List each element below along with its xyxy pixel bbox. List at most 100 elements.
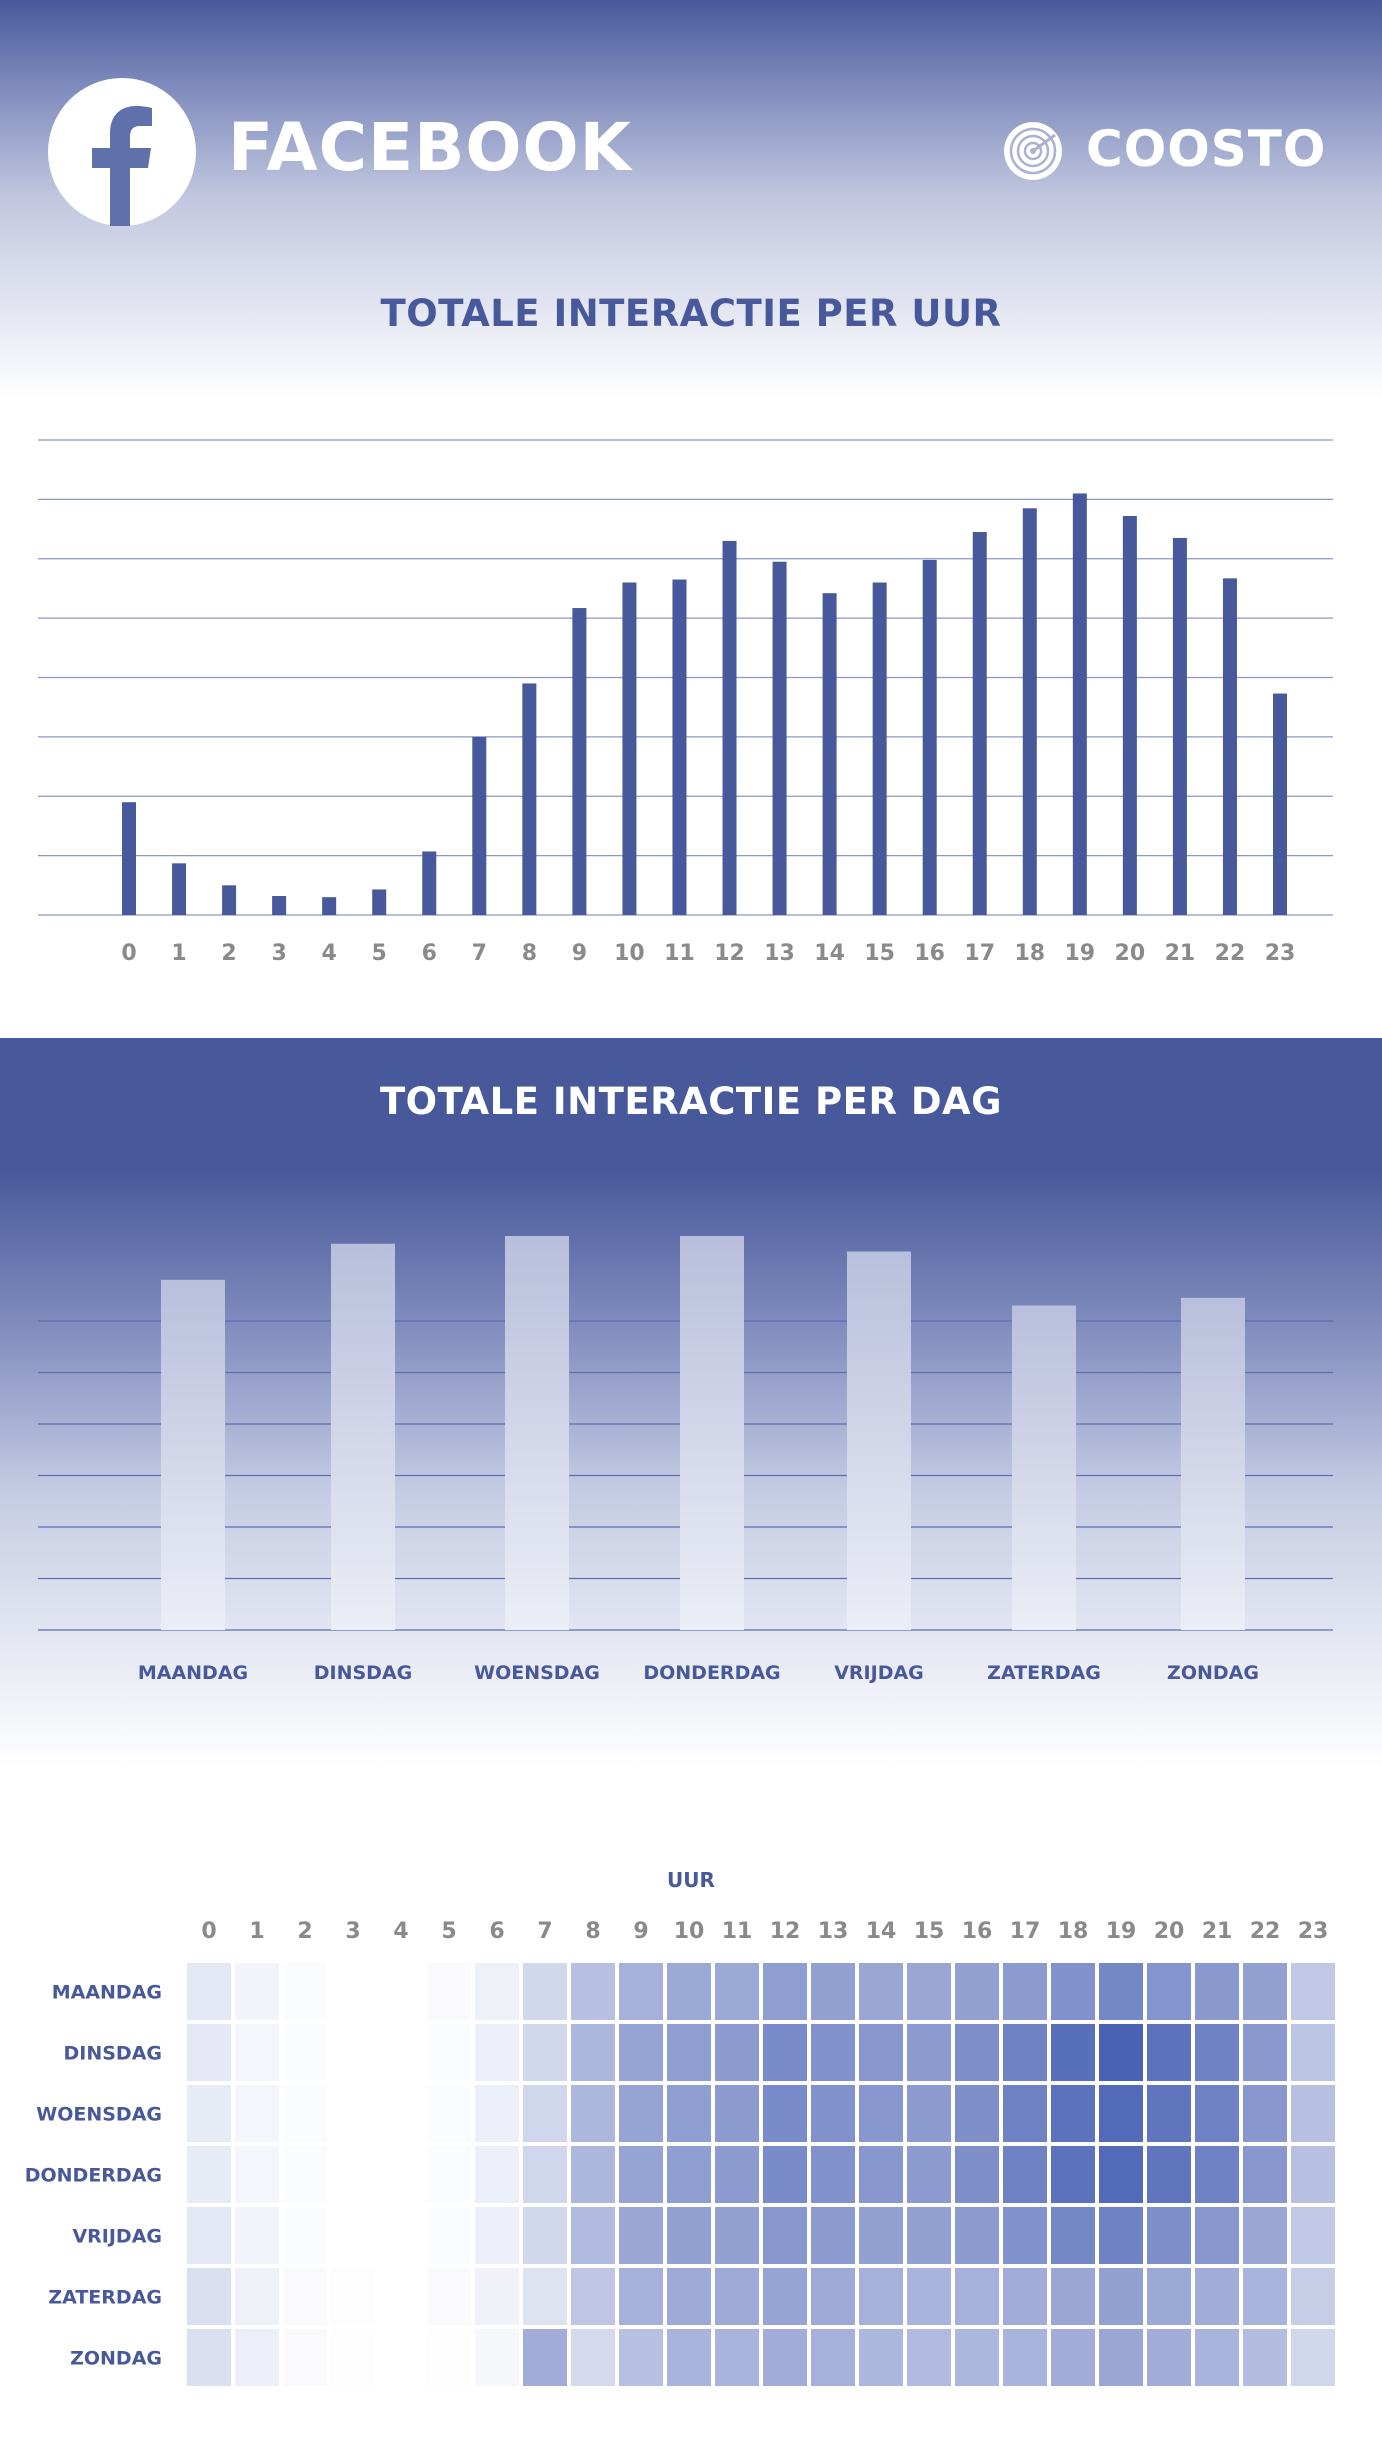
hourly-bar [222,885,237,915]
heatmap-cell [571,2207,615,2264]
heatmap-cell [667,2146,711,2203]
heatmap-cell [811,2207,855,2264]
heatmap-cell [475,2329,519,2386]
hourly-x-tick-label: 20 [1115,941,1146,966]
heatmap-hour-label: 2 [297,1919,312,1944]
heatmap-cell [1195,2268,1239,2325]
heatmap-cell [1291,2329,1335,2386]
heatmap-cell [715,2024,759,2081]
heatmap-cell [379,2085,423,2142]
heatmap-cell [331,2146,375,2203]
heatmap-cell [1051,1963,1095,2020]
heatmap-cell [955,2146,999,2203]
heatmap-cell [571,2329,615,2386]
partner-name: COOSTO [1086,120,1327,178]
daily-chart-title: TOTALE INTERACTIE PER DAG [379,1080,1003,1123]
heatmap-day-label: ZONDAG [70,2348,162,2370]
heatmap-cell [667,2268,711,2325]
heatmap-cell [811,2146,855,2203]
heatmap-cell [571,2268,615,2325]
heatmap-cell [1291,1963,1335,2020]
heatmap-cell [1243,2085,1287,2142]
heatmap-cell [811,1963,855,2020]
daily-bar [505,1236,569,1630]
daily-x-tick-label: DINSDAG [314,1662,413,1684]
heatmap-cell [715,1963,759,2020]
hourly-x-tick-label: 8 [522,941,537,966]
heatmap-cell [331,2268,375,2325]
heatmap-cell [955,2268,999,2325]
heatmap-cell [859,2329,903,2386]
heatmap-day-label: DONDERDAG [25,2165,162,2187]
heatmap-chart: UUR 0 1 2 3 4 5 6 7 8 9 10 11 12 13 14 15 16 17 18 19 20 21 22… [25,1868,1337,2388]
heatmap-cell [1051,2085,1095,2142]
heatmap-cell [1003,2268,1047,2325]
heatmap-cell [811,2329,855,2386]
heatmap-hour-label: 19 [1106,1919,1137,1944]
heatmap-cell [187,2085,231,2142]
heatmap-cell [955,2024,999,2081]
heatmap-cell [331,1963,375,2020]
hourly-bar [622,582,637,915]
heatmap-cell [331,2024,375,2081]
heatmap-cell [475,2207,519,2264]
hourly-bar [772,561,787,915]
heatmap-cell [571,2024,615,2081]
heatmap-cell [187,2268,231,2325]
heatmap-cell [379,1963,423,2020]
hourly-bar [1022,508,1037,915]
hourly-x-tick-label: 2 [221,941,236,966]
heatmap-cell [379,2268,423,2325]
heatmap-cell [475,2268,519,2325]
heatmap-cell [1243,1963,1287,2020]
heatmap-cell [523,2024,567,2081]
heatmap-cell [1099,2146,1143,2203]
heatmap-day-label: VRIJDAG [72,2226,162,2248]
heatmap-cell [715,2329,759,2386]
heatmap-hour-label: 5 [441,1919,456,1944]
heatmap-cell [619,2207,663,2264]
heatmap-cell [379,2329,423,2386]
heatmap-cell [475,1963,519,2020]
hourly-x-tick-label: 14 [814,941,845,966]
daily-bar [680,1236,744,1630]
heatmap-cell [379,2207,423,2264]
heatmap-cell [1099,2329,1143,2386]
heatmap-cell [1195,2329,1239,2386]
heatmap-hour-label: 7 [537,1919,552,1944]
heatmap-cell [427,2085,471,2142]
hourly-bar [122,802,136,915]
hourly-bar [472,736,487,915]
heatmap-hour-label: 4 [393,1919,408,1944]
heatmap-cell [859,2268,903,2325]
heatmap-cell [955,2085,999,2142]
heatmap-background [185,1961,1337,2388]
hourly-x-tick-label: 1 [171,941,186,966]
heatmap-cell [1147,2024,1191,2081]
heatmap-cell [1003,2146,1047,2203]
heatmap-cell [1051,2024,1095,2081]
heatmap-cell [763,1963,807,2020]
hourly-bar [1172,537,1187,915]
daily-x-tick-label: WOENSDAG [474,1662,600,1684]
heatmap-cell [1051,2146,1095,2203]
heatmap-cell [619,2146,663,2203]
heatmap-x-axis-label: UUR [667,1868,715,1892]
heatmap-cell [667,2085,711,2142]
heatmap-cell [427,2146,471,2203]
heatmap-cell [1003,2329,1047,2386]
coosto-logo-icon [1004,122,1062,180]
hourly-x-tick-label: 19 [1065,941,1096,966]
hourly-x-tick-label: 15 [864,941,895,966]
heatmap-cell [523,2207,567,2264]
heatmap-cell [1099,2207,1143,2264]
heatmap-cell [379,2024,423,2081]
heatmap-cell [1243,2024,1287,2081]
heatmap-cell [619,1963,663,2020]
heatmap-cell [1243,2146,1287,2203]
heatmap-hour-label: 6 [489,1919,504,1944]
heatmap-hour-label: 0 [201,1919,216,1944]
hourly-bar [172,863,187,915]
heatmap-hour-label: 21 [1202,1919,1233,1944]
heatmap-cell [715,2085,759,2142]
